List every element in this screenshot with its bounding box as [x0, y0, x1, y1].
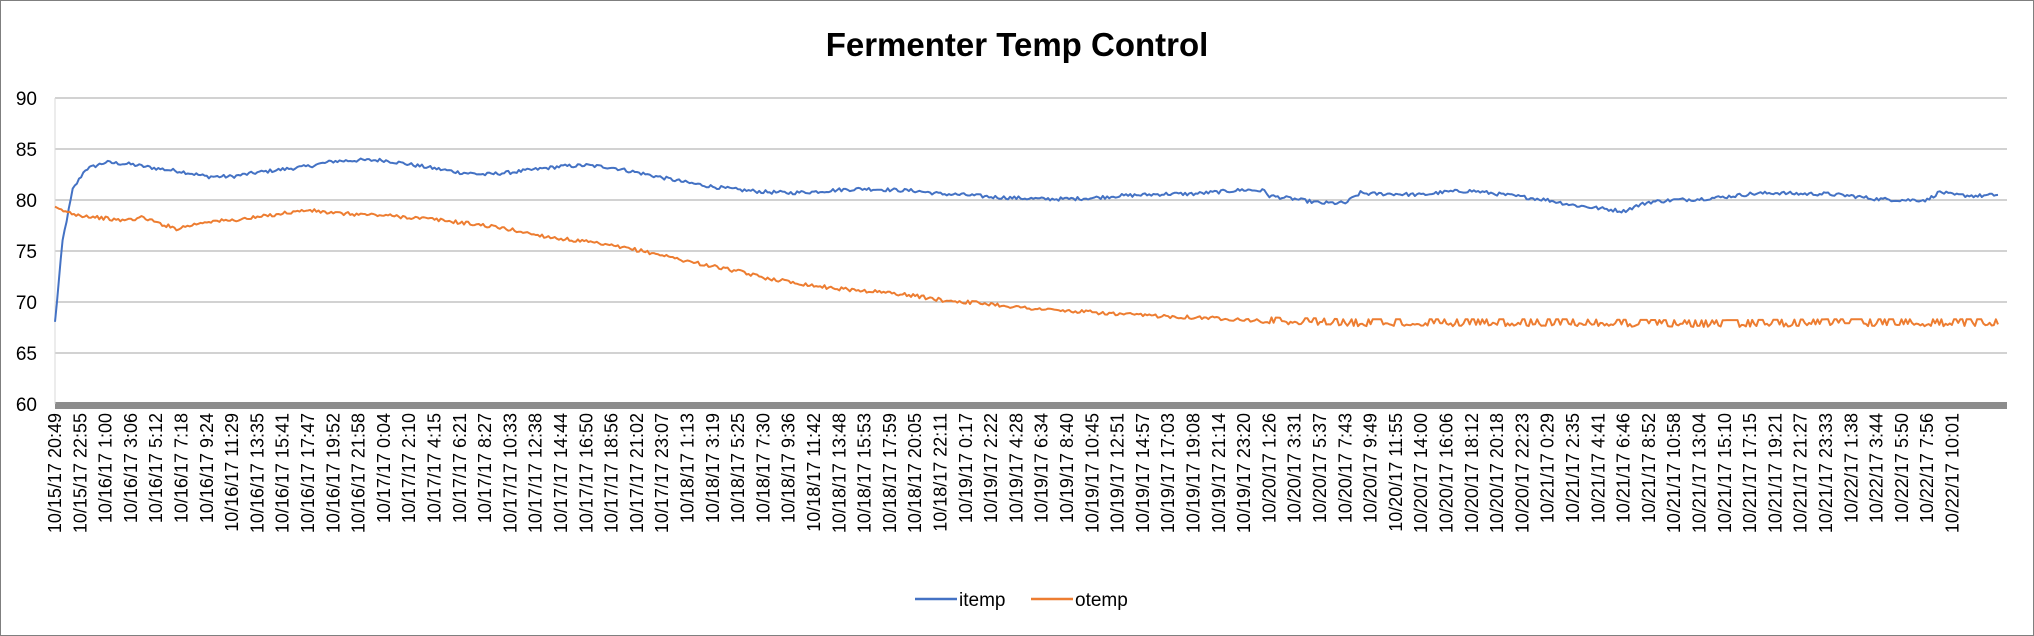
x-tick-label: 10/20/17 3:31 — [1285, 413, 1305, 523]
x-tick-label: 10/22/17 1:38 — [1841, 413, 1861, 523]
x-tick-label: 10/18/17 17:59 — [880, 413, 900, 533]
x-tick-label: 10/20/17 16:06 — [1437, 413, 1457, 533]
x-tick-label: 10/17/17 14:44 — [551, 413, 571, 533]
x-tick-label: 10/18/17 7:30 — [753, 413, 773, 523]
x-tick-label: 10/18/17 20:05 — [905, 413, 925, 533]
x-tick-label: 10/21/17 17:15 — [1740, 413, 1760, 533]
x-tick-label: 10/17/17 16:50 — [576, 413, 596, 533]
x-tick-label: 10/16/17 13:35 — [247, 413, 267, 533]
x-tick-label: 10/21/17 0:29 — [1538, 413, 1558, 523]
x-tick-label: 10/20/17 18:12 — [1462, 413, 1482, 533]
x-tick-label: 10/21/17 4:41 — [1588, 413, 1608, 523]
x-tick-label: 10/18/17 5:25 — [728, 413, 748, 523]
x-tick-label: 10/19/17 14:57 — [1133, 413, 1153, 533]
x-tick-label: 10/18/17 9:36 — [779, 413, 799, 523]
x-tick-label: 10/21/17 13:04 — [1690, 413, 1710, 533]
x-tick-label: 10/16/17 5:12 — [146, 413, 166, 523]
legend: itemp otemp — [915, 590, 1128, 611]
x-tick-label: 10/16/17 19:52 — [323, 413, 343, 533]
x-tick-label: 10/17/17 21:02 — [627, 413, 647, 533]
x-tick-label: 10/15/17 20:49 — [45, 413, 65, 533]
chart-title: Fermenter Temp Control — [826, 26, 1209, 63]
x-tick-label: 10/18/17 3:19 — [703, 413, 723, 523]
x-tick-label: 10/19/17 19:08 — [1184, 413, 1204, 533]
x-tick-label: 10/20/17 1:26 — [1259, 413, 1279, 523]
y-tick-label: 65 — [16, 344, 37, 365]
x-tick-label: 10/17/17 0:04 — [374, 413, 394, 523]
x-tick-label: 10/22/17 3:44 — [1867, 413, 1887, 523]
y-tick-label: 90 — [16, 89, 37, 110]
series-line-itemp — [54, 157, 1999, 322]
x-tick-label: 10/17/17 12:38 — [526, 413, 546, 533]
x-tick-label: 10/21/17 21:27 — [1791, 413, 1811, 533]
x-tick-label: 10/19/17 0:17 — [956, 413, 976, 523]
x-tick-label: 10/21/17 10:58 — [1664, 413, 1684, 533]
x-tick-label: 10/21/17 23:33 — [1816, 413, 1836, 533]
x-axis-ticks: 10/15/17 20:49 10/15/17 22:55 10/16/17 1:0… — [45, 413, 1963, 533]
x-tick-label: 10/19/17 2:22 — [981, 413, 1001, 523]
x-tick-label: 10/20/17 7:43 — [1335, 413, 1355, 523]
x-tick-label: 10/22/17 10:01 — [1943, 413, 1963, 533]
y-axis-ticks: 60 65 70 75 80 85 90 — [16, 89, 37, 416]
x-tick-label: 10/21/17 2:35 — [1563, 413, 1583, 523]
y-tick-label: 60 — [16, 395, 37, 416]
legend-label-otemp: otemp — [1075, 590, 1128, 611]
x-tick-label: 10/16/17 17:47 — [298, 413, 318, 533]
x-tick-label: 10/19/17 8:40 — [1057, 413, 1077, 523]
y-tick-label: 80 — [16, 191, 37, 212]
x-tick-label: 10/16/17 21:58 — [349, 413, 369, 533]
x-tick-label: 10/17/17 18:56 — [602, 413, 622, 533]
x-tick-label: 10/19/17 17:03 — [1158, 413, 1178, 533]
series-lines — [54, 157, 1999, 328]
series-line-otemp — [54, 205, 1999, 328]
x-tick-label: 10/17/17 4:15 — [425, 413, 445, 523]
x-tick-label: 10/20/17 20:18 — [1487, 413, 1507, 533]
x-tick-label: 10/20/17 5:37 — [1310, 413, 1330, 523]
x-tick-label: 10/17/17 2:10 — [399, 413, 419, 523]
x-tick-label: 10/20/17 14:00 — [1411, 413, 1431, 533]
x-tick-label: 10/21/17 19:21 — [1765, 413, 1785, 533]
y-tick-label: 75 — [16, 242, 37, 263]
x-tick-label: 10/16/17 9:24 — [197, 413, 217, 523]
x-tick-label: 10/20/17 22:23 — [1512, 413, 1532, 533]
x-tick-label: 10/17/17 6:21 — [450, 413, 470, 523]
x-tick-label: 10/16/17 1:00 — [96, 413, 116, 523]
x-tick-label: 10/21/17 15:10 — [1715, 413, 1735, 533]
x-tick-label: 10/18/17 11:42 — [804, 413, 824, 532]
x-tick-label: 10/17/17 10:33 — [500, 413, 520, 533]
x-tick-label: 10/21/17 6:46 — [1614, 413, 1634, 523]
x-tick-label: 10/18/17 15:53 — [855, 413, 875, 533]
x-tick-label: 10/17/17 8:27 — [475, 413, 495, 523]
x-tick-label: 10/19/17 10:45 — [1082, 413, 1102, 533]
x-tick-label: 10/22/17 5:50 — [1892, 413, 1912, 523]
x-tick-label: 10/15/17 22:55 — [70, 413, 90, 533]
x-tick-label: 10/19/17 21:14 — [1209, 413, 1229, 533]
x-tick-label: 10/16/17 11:29 — [222, 413, 242, 532]
x-tick-label: 10/19/17 6:34 — [1032, 413, 1052, 523]
x-tick-label: 10/17/17 23:07 — [652, 413, 672, 533]
x-tick-label: 10/16/17 3:06 — [121, 413, 141, 523]
x-tick-label: 10/20/17 9:49 — [1361, 413, 1381, 523]
x-tick-label: 10/19/17 12:51 — [1108, 413, 1128, 533]
x-tick-label: 10/20/17 11:55 — [1386, 413, 1406, 532]
x-tick-label: 10/18/17 1:13 — [678, 413, 698, 523]
y-tick-label: 85 — [16, 140, 37, 161]
x-tick-label: 10/22/17 7:56 — [1917, 413, 1937, 523]
x-tick-label: 10/18/17 13:48 — [829, 413, 849, 533]
y-tick-label: 70 — [16, 293, 37, 314]
x-tick-label: 10/19/17 23:20 — [1234, 413, 1254, 533]
x-tick-label: 10/16/17 15:41 — [273, 413, 293, 533]
x-tick-label: 10/19/17 4:28 — [1006, 413, 1026, 523]
legend-label-itemp: itemp — [959, 590, 1005, 611]
gridlines — [54, 97, 2007, 409]
x-tick-label: 10/16/17 7:18 — [172, 413, 192, 523]
x-tick-label: 10/21/17 8:52 — [1639, 413, 1659, 523]
x-tick-label: 10/18/17 22:11 — [931, 413, 951, 532]
